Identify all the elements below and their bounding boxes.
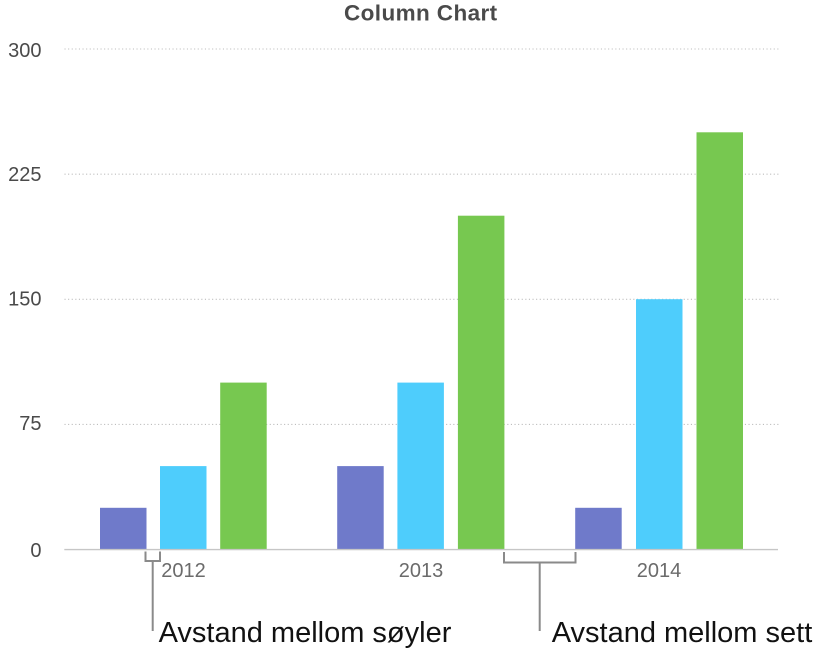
svg-text:2012: 2012 bbox=[161, 560, 206, 582]
svg-text:225: 225 bbox=[8, 164, 41, 186]
svg-text:75: 75 bbox=[19, 413, 41, 435]
svg-text:150: 150 bbox=[8, 289, 41, 311]
svg-text:Column Chart: Column Chart bbox=[344, 1, 498, 26]
svg-text:2013: 2013 bbox=[399, 560, 444, 582]
svg-text:0: 0 bbox=[30, 540, 41, 562]
svg-text:2014: 2014 bbox=[637, 560, 682, 582]
svg-text:Avstand mellom søyler: Avstand mellom søyler bbox=[159, 617, 452, 649]
svg-text:300: 300 bbox=[8, 40, 41, 62]
svg-text:Avstand mellom sett: Avstand mellom sett bbox=[552, 617, 813, 649]
